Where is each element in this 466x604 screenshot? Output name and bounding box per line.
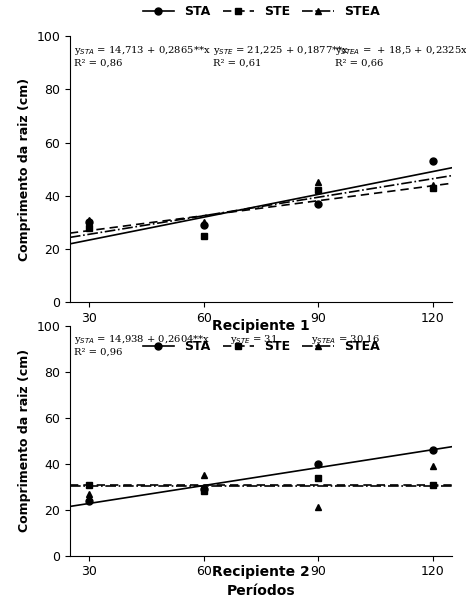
Text: y$_{STE}$ = 21,225 + 0,1877**x
R² = 0,61: y$_{STE}$ = 21,225 + 0,1877**x R² = 0,61 (213, 44, 350, 68)
Text: y$_{STA}$ = 14,938 + 0,2604**x
R² = 0,96: y$_{STA}$ = 14,938 + 0,2604**x R² = 0,96 (74, 333, 210, 356)
Text: y$_{STEA}$ = 30,16: y$_{STEA}$ = 30,16 (311, 333, 379, 346)
X-axis label: Períodos: Períodos (226, 584, 295, 598)
Text: Recipiente 2: Recipiente 2 (212, 565, 310, 579)
Y-axis label: Comprimento da raiz (cm): Comprimento da raiz (cm) (18, 77, 31, 261)
Text: y$_{STA}$ = 14,713 + 0,2865**x
R² = 0,86: y$_{STA}$ = 14,713 + 0,2865**x R² = 0,86 (74, 44, 210, 68)
Legend: STA, STE, STEA: STA, STE, STEA (137, 0, 384, 23)
Legend: STA, STE, STEA: STA, STE, STEA (137, 335, 384, 358)
Text: y$_{STE}$ = 31: y$_{STE}$ = 31 (230, 333, 278, 346)
X-axis label: Períodos: Períodos (226, 330, 295, 344)
Text: y$_{STEA}$ =  + 18,5 + 0,2325x
R² = 0,66: y$_{STEA}$ = + 18,5 + 0,2325x R² = 0,66 (336, 44, 466, 68)
Y-axis label: Comprimento da raiz (cm): Comprimento da raiz (cm) (18, 349, 31, 533)
Text: Recipiente 1: Recipiente 1 (212, 319, 310, 333)
